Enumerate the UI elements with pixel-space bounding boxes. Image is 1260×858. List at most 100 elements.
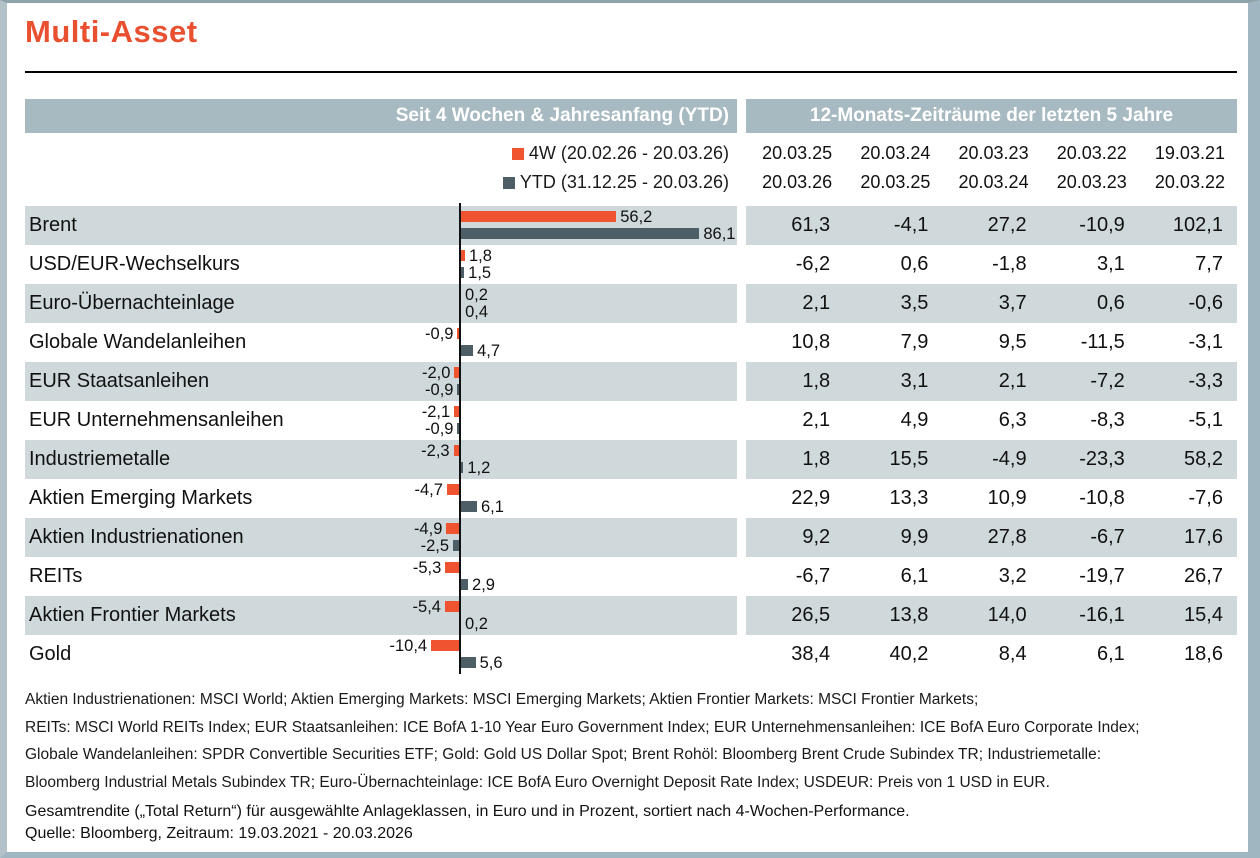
legend-swatch-ytd-icon bbox=[502, 176, 515, 189]
bar-value-label: -10,4 bbox=[389, 637, 428, 655]
period-value: 102,1 bbox=[1172, 214, 1223, 236]
asset-label: Gold bbox=[29, 643, 72, 665]
legend-label-ytd: YTD (31.12.25 - 20.03.26) bbox=[519, 172, 729, 192]
period-value: 3,5 bbox=[900, 292, 929, 314]
period-date: 20.03.25 bbox=[860, 172, 931, 192]
ytd-bar bbox=[460, 501, 477, 512]
footnote-line: Globale Wandelanleihen: SPDR Convertible… bbox=[25, 746, 1102, 763]
period-value: -3,1 bbox=[1188, 331, 1223, 353]
table-row: REITs -5,3 2,9 -6,7 6,1 3,2 -19,7 26,7 bbox=[25, 557, 1237, 596]
period-value: 3,7 bbox=[998, 292, 1027, 314]
row-values: 22,9 13,3 10,9 -10,8 -7,6 bbox=[746, 479, 1237, 518]
zero-axis-line bbox=[459, 203, 461, 674]
row-gap bbox=[737, 635, 746, 674]
row-values: -6,7 6,1 3,2 -19,7 26,7 bbox=[746, 557, 1237, 596]
period-value: -23,3 bbox=[1079, 448, 1125, 470]
table-row: Brent 56,2 86,1 61,3 -4,1 27,2 -10,9 102,1 bbox=[25, 206, 1237, 245]
4w-bar bbox=[454, 367, 460, 378]
row-gap bbox=[737, 518, 746, 557]
period-value: 2,1 bbox=[802, 292, 831, 314]
ytd-bar bbox=[460, 345, 474, 356]
period-value: 9,9 bbox=[900, 526, 929, 548]
legend-and-dates: 4W (20.02.26 - 20.03.26) YTD (31.12.25 -… bbox=[25, 133, 1237, 203]
period-value: -1,8 bbox=[992, 253, 1027, 275]
footnotes: Aktien Industrienationen: MSCI World; Ak… bbox=[25, 686, 1237, 796]
asset-label: Globale Wandelanleihen bbox=[29, 331, 247, 353]
row-values: 61,3 -4,1 27,2 -10,9 102,1 bbox=[746, 206, 1237, 245]
period-value: 7,9 bbox=[900, 331, 929, 353]
4w-bar bbox=[453, 445, 460, 456]
row-chart-cell: USD/EUR-Wechselkurs 1,8 1,5 bbox=[25, 245, 737, 284]
ytd-bar bbox=[457, 384, 460, 395]
period-value: 18,6 bbox=[1184, 643, 1223, 665]
table-row: Aktien Frontier Markets -5,4 0,2 26,5 13,8 14… bbox=[25, 596, 1237, 635]
bar-value-label: -2,3 bbox=[421, 442, 450, 460]
4w-bar bbox=[444, 601, 460, 612]
table-row: Globale Wandelanleihen -0,9 4,7 10,8 7,9 9,5 -… bbox=[25, 323, 1237, 362]
row-chart-cell: Globale Wandelanleihen -0,9 4,7 bbox=[25, 323, 737, 362]
period-value: -5,1 bbox=[1188, 409, 1223, 431]
source-line: Quelle: Bloomberg, Zeitraum: 19.03.2021 … bbox=[25, 825, 413, 842]
bar-value-label: -0,9 bbox=[425, 325, 454, 343]
period-date: 20.03.23 bbox=[958, 143, 1029, 163]
report-content: Multi-Asset Seit 4 Wochen & Jahresanfang… bbox=[7, 3, 1248, 845]
ytd-bar bbox=[453, 540, 460, 551]
period-value: 15,4 bbox=[1184, 604, 1223, 626]
period-value: -6,2 bbox=[795, 253, 831, 275]
period-value: 38,4 bbox=[791, 643, 831, 665]
period-value: 2,1 bbox=[998, 370, 1027, 392]
ytd-bar bbox=[460, 267, 465, 278]
table-rows: Brent 56,2 86,1 61,3 -4,1 27,2 -10,9 102,1 USD/E… bbox=[25, 203, 1237, 674]
period-value: 6,1 bbox=[900, 565, 929, 587]
footnote-line: Bloomberg Industrial Metals Subindex TR;… bbox=[25, 773, 1050, 791]
row-chart-cell: Industriemetalle -2,3 1,2 bbox=[25, 440, 737, 479]
period-start-dates: 20.03.25 20.03.24 20.03.23 20.03.22 19.03.21 bbox=[746, 139, 1237, 168]
period-date: 19.03.21 bbox=[1154, 143, 1225, 163]
4w-bar bbox=[454, 406, 460, 417]
row-gap bbox=[737, 362, 746, 401]
bar-value-label: -0,9 bbox=[425, 420, 454, 438]
period-value: -3,3 bbox=[1188, 370, 1223, 392]
period-value: -7,2 bbox=[1090, 370, 1125, 392]
4w-bar bbox=[460, 211, 617, 222]
period-value: -4,1 bbox=[893, 214, 929, 236]
bar-value-label: -5,3 bbox=[412, 559, 442, 577]
4w-bar bbox=[445, 562, 460, 573]
title-divider bbox=[25, 71, 1237, 73]
row-gap bbox=[737, 596, 746, 635]
bar-value-label: 6,1 bbox=[480, 498, 504, 516]
period-value: 4,9 bbox=[900, 409, 929, 431]
source-block: Gesamtrendite („Total Return“) für ausge… bbox=[25, 801, 1237, 845]
period-value: 9,2 bbox=[802, 526, 831, 548]
row-chart-cell: EUR Unternehmensanleihen -2,1 -0,9 bbox=[25, 401, 737, 440]
row-gap bbox=[737, 206, 746, 245]
period-value: 17,6 bbox=[1184, 526, 1223, 548]
asset-label: Aktien Frontier Markets bbox=[29, 604, 236, 626]
period-end-dates: 20.03.26 20.03.25 20.03.24 20.03.23 20.03.22 bbox=[746, 168, 1237, 197]
row-chart-cell: EUR Staatsanleihen -2,0 -0,9 bbox=[25, 362, 737, 401]
period-value: 1,8 bbox=[802, 370, 831, 392]
period-value: 10,9 bbox=[987, 487, 1027, 509]
bar-value-label: -2,0 bbox=[422, 364, 451, 382]
period-value: 6,3 bbox=[998, 409, 1027, 431]
period-date: 20.03.22 bbox=[1056, 143, 1127, 163]
table-row: Euro-Übernachteinlage 0,2 0,4 2,1 3,5 3,7 0,6 -… bbox=[25, 284, 1237, 323]
header-right-cell: 12-Monats-Zeiträume der letzten 5 Jahre bbox=[746, 99, 1237, 133]
table-row: Aktien Emerging Markets -4,7 6,1 22,9 13,3 10… bbox=[25, 479, 1237, 518]
page-title: Multi-Asset bbox=[25, 14, 198, 49]
period-value: -8,3 bbox=[1090, 409, 1125, 431]
asset-label: EUR Unternehmensanleihen bbox=[29, 409, 284, 431]
period-value: 27,8 bbox=[987, 526, 1027, 548]
legend-swatch-4w-icon bbox=[511, 147, 524, 160]
period-value: -16,1 bbox=[1079, 604, 1125, 626]
row-chart-cell: Aktien Emerging Markets -4,7 6,1 bbox=[25, 479, 737, 518]
legend-item-ytd: YTD (31.12.25 - 20.03.26) bbox=[25, 168, 737, 197]
ytd-bar bbox=[460, 462, 464, 473]
period-date: 20.03.24 bbox=[860, 143, 931, 163]
period-value: -6,7 bbox=[795, 565, 831, 587]
period-value: -10,9 bbox=[1079, 214, 1125, 236]
asset-label: USD/EUR-Wechselkurs bbox=[29, 253, 240, 275]
row-gap bbox=[737, 440, 746, 479]
table-row: EUR Unternehmensanleihen -2,1 -0,9 2,1 4,9 6,… bbox=[25, 401, 1237, 440]
period-value: 2,1 bbox=[802, 409, 831, 431]
